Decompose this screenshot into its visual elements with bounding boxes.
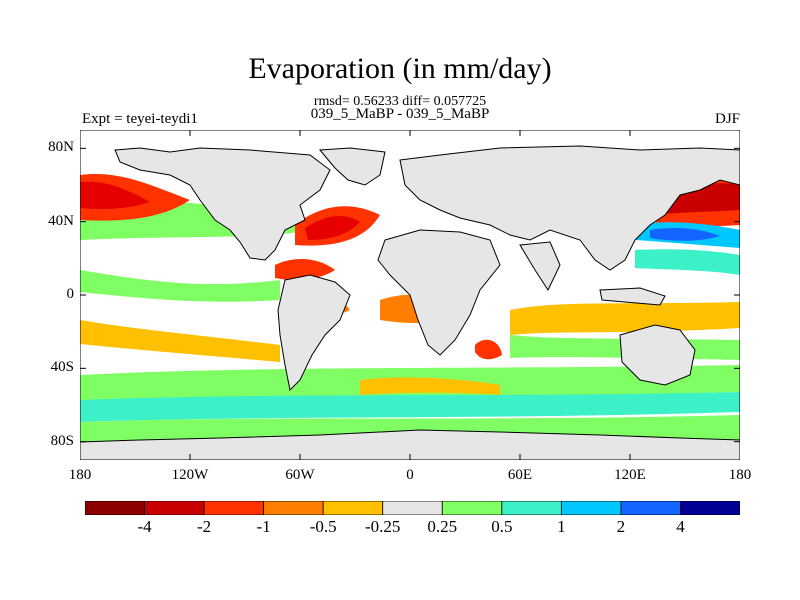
colorbar-swatch — [263, 501, 324, 515]
colorbar-swatch — [620, 501, 681, 515]
lon-tick-label: 180 — [68, 467, 92, 483]
lat-tick-label: 80S — [50, 432, 74, 449]
lat-tick-label: 80N — [48, 139, 74, 156]
frame-ticks — [80, 130, 740, 460]
south-america — [277, 274, 351, 392]
africa — [377, 229, 501, 356]
colorbar-swatch — [322, 501, 384, 515]
lat-tick-label: 40N — [48, 212, 74, 229]
colorbar-swatch — [85, 501, 145, 515]
colorbar-label: 1 — [557, 517, 566, 536]
colorbar-label: -1 — [256, 517, 271, 536]
colorbar-label: -2 — [196, 517, 212, 536]
india — [519, 241, 561, 292]
north-america — [114, 147, 331, 261]
colorbar — [85, 501, 740, 515]
experiment-subtitle: 039_5_MaBP - 039_5_MaBP — [310, 106, 490, 122]
colorbar-swatch — [203, 501, 265, 515]
colorbar-label: -0.5 — [309, 517, 337, 536]
eurasia — [399, 145, 740, 271]
colorbar-label: 0.5 — [491, 517, 513, 536]
colorbar-label: 2 — [616, 517, 626, 536]
indonesia — [599, 287, 666, 306]
colorbar-swatch — [441, 501, 503, 515]
lon-tick-label: 0 — [406, 467, 414, 483]
colorbar-swatch — [144, 501, 205, 515]
australia — [619, 324, 696, 386]
colorbar-label: -0.25 — [365, 517, 401, 536]
experiment-label: Expt = teyei-teydi1 — [82, 111, 198, 127]
colorbar-swatch — [680, 501, 740, 515]
lon-tick-label: 60E — [507, 467, 533, 483]
lon-tick-label: 120W — [171, 467, 209, 483]
colorbar-swatch — [382, 501, 443, 515]
antarctica — [80, 429, 740, 460]
plot-title: Evaporation (in mm/day) — [248, 52, 552, 85]
land-masses — [80, 145, 740, 460]
stats-line: rmsd= 0.56233 diff= 0.057725 — [313, 94, 487, 109]
colorbar-label: 4 — [676, 517, 685, 536]
lon-tick-label: 180 — [728, 467, 752, 483]
colorbar-swatch — [560, 501, 622, 515]
lat-tick-label: 40S — [50, 359, 74, 376]
lon-tick-label: 120E — [614, 467, 646, 483]
season-label: DJF — [714, 111, 740, 127]
colorbar-label: -4 — [137, 517, 152, 536]
greenland — [318, 147, 386, 186]
lon-tick-label: 60W — [285, 467, 315, 483]
colorbar-swatch — [501, 501, 562, 515]
lat-tick-label: 0 — [66, 286, 75, 302]
evaporation-map — [80, 130, 740, 460]
colorbar-label: 0.25 — [427, 517, 458, 536]
